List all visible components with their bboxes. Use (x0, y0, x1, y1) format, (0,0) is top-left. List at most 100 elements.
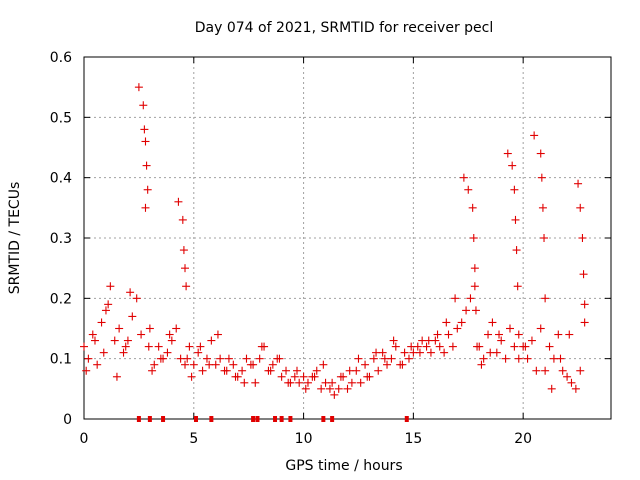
data-point (112, 372, 121, 381)
data-point (101, 306, 110, 315)
data-point (205, 360, 214, 369)
data-point (565, 330, 574, 339)
data-point (292, 366, 301, 375)
data-point (540, 234, 549, 242)
data-point (356, 378, 365, 387)
data-point (187, 372, 196, 381)
data-point (144, 342, 153, 351)
data-point (140, 125, 149, 134)
data-point (319, 360, 328, 369)
data-point (383, 360, 392, 369)
data-point (183, 354, 192, 363)
data-point (541, 294, 550, 303)
data-point (369, 354, 378, 363)
data-point (123, 336, 132, 345)
zero-flag-marker (279, 416, 284, 422)
data-point (182, 282, 191, 291)
data-point (510, 185, 519, 194)
data-point (563, 372, 572, 381)
data-point (345, 366, 354, 375)
data-point (194, 348, 203, 357)
data-point (514, 354, 523, 363)
data-point (479, 354, 488, 363)
data-point (325, 384, 334, 393)
data-point (453, 324, 462, 333)
zero-flag-marker (209, 416, 214, 422)
data-point (277, 372, 286, 381)
data-point (299, 372, 308, 381)
data-point (469, 234, 478, 242)
x-tick-label: 10 (295, 431, 313, 447)
data-point (330, 390, 339, 399)
data-point (174, 197, 183, 206)
data-point (444, 330, 453, 339)
data-point (213, 330, 222, 339)
data-point (93, 360, 102, 369)
data-point (119, 348, 128, 357)
data-point (224, 354, 233, 363)
data-point (361, 360, 370, 369)
data-point (391, 342, 400, 351)
zero-flag-marker (288, 416, 293, 422)
data-point (398, 360, 407, 369)
zero-flag-marker (321, 416, 326, 422)
data-point (301, 384, 310, 393)
data-point (578, 234, 587, 242)
data-point (567, 378, 576, 387)
zero-flag-marker (193, 416, 198, 422)
y-tick-label: 0.6 (50, 50, 72, 66)
data-point (495, 330, 504, 339)
data-point (442, 318, 451, 327)
data-point (336, 372, 345, 381)
data-point (150, 360, 159, 369)
data-point (80, 342, 88, 351)
data-point (486, 348, 495, 357)
data-point (484, 330, 493, 339)
zero-flag-marker (255, 416, 260, 422)
data-point (334, 384, 343, 393)
data-point (310, 372, 319, 381)
data-point (471, 306, 480, 315)
data-point (251, 378, 260, 387)
data-point (189, 360, 198, 369)
data-point (145, 324, 154, 333)
data-point (477, 360, 486, 369)
data-point (363, 372, 372, 381)
data-point (580, 318, 589, 327)
zero-flags (136, 416, 409, 422)
data-point (202, 354, 211, 363)
data-point (196, 342, 205, 351)
data-point (459, 173, 468, 182)
data-point (268, 360, 277, 369)
data-point (424, 336, 433, 345)
zero-flag-marker (404, 416, 409, 422)
data-point (473, 342, 482, 351)
data-point (426, 348, 435, 357)
data-point (536, 149, 545, 158)
data-point (527, 336, 536, 345)
data-point (156, 354, 165, 363)
data-point (514, 330, 523, 339)
data-point (530, 131, 539, 140)
data-point (115, 324, 124, 333)
data-point (178, 215, 187, 224)
data-point (404, 354, 413, 363)
data-point (538, 203, 547, 212)
data-point (240, 378, 249, 387)
x-tick-label: 0 (80, 431, 89, 447)
data-point (181, 360, 190, 369)
data-point (532, 366, 541, 375)
chart-title: Day 074 of 2021, SRMTID for receiver pec… (195, 20, 494, 36)
data-point (415, 348, 424, 357)
zero-flag-marker (330, 416, 335, 422)
data-point (464, 185, 473, 194)
data-point (238, 366, 247, 375)
data-point (422, 342, 431, 351)
data-point (521, 342, 530, 351)
data-point (141, 137, 150, 146)
data-point (167, 336, 176, 345)
data-point (574, 179, 583, 188)
data-point (163, 348, 172, 357)
data-point (512, 246, 521, 255)
